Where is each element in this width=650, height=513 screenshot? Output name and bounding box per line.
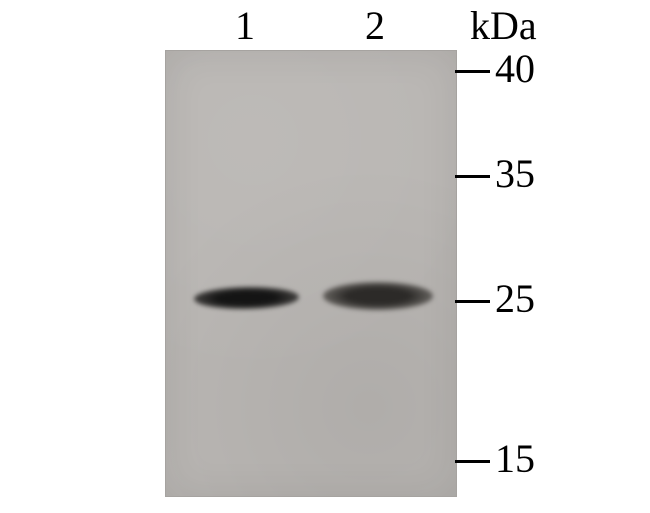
marker-label-15: 15 (495, 435, 535, 482)
marker-tick-35 (455, 175, 490, 178)
marker-label-35: 35 (495, 150, 535, 197)
unit-label-kda: kDa (470, 2, 537, 49)
band-lane-2 (323, 282, 433, 310)
marker-tick-25 (455, 300, 490, 303)
marker-tick-15 (455, 460, 490, 463)
blot-membrane (165, 50, 457, 497)
marker-tick-40 (455, 70, 490, 73)
western-blot-figure: 1 2 kDa 40 35 25 15 (0, 0, 650, 513)
lane-label-1: 1 (225, 2, 265, 49)
lane-label-2: 2 (355, 2, 395, 49)
marker-label-25: 25 (495, 275, 535, 322)
marker-label-40: 40 (495, 45, 535, 92)
